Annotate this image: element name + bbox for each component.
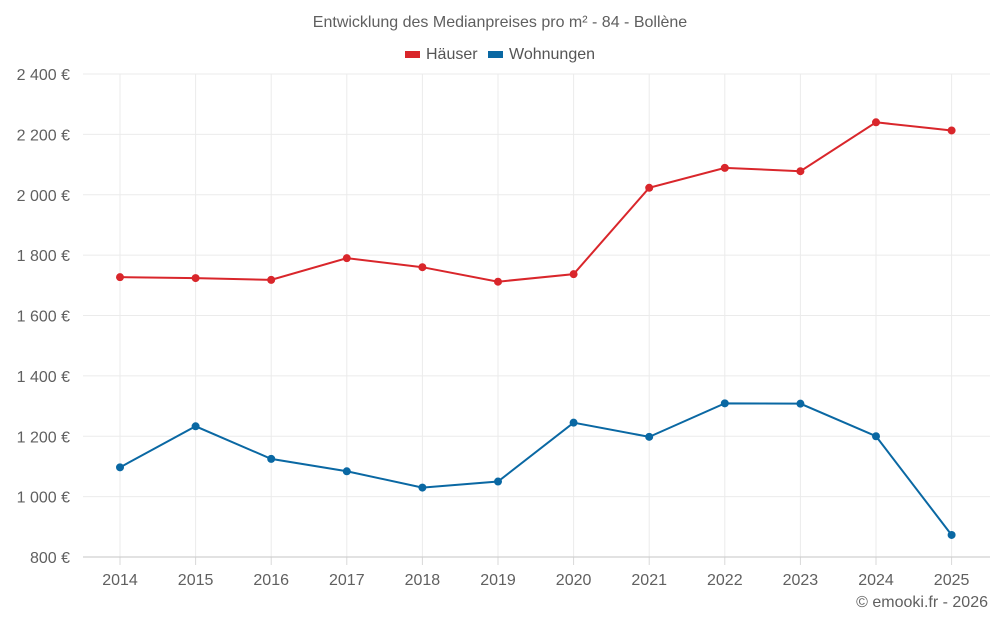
legend: Häuser Wohnungen: [0, 45, 1000, 64]
series-line-wohnungen: [119, 402, 953, 536]
legend-swatch-haeuser: [404, 51, 420, 58]
legend-label-wohnungen: Wohnungen: [509, 45, 596, 63]
data-point-wohnungen: [191, 422, 200, 431]
x-tick-label: 2016: [253, 572, 289, 589]
y-tick-label: 1 200 €: [17, 429, 70, 446]
data-point-haeuser: [342, 254, 351, 263]
y-tick-label: 1 600 €: [17, 309, 70, 326]
x-tick-label: 2017: [329, 572, 365, 589]
data-point-wohnungen: [116, 463, 124, 472]
data-point-haeuser: [720, 163, 729, 172]
x-tick-label: 2018: [405, 572, 441, 589]
y-tick-label: 2 400 €: [17, 67, 70, 84]
x-tick-label: 2015: [178, 572, 214, 589]
x-tick-label: 2021: [631, 572, 667, 589]
data-point-haeuser: [116, 273, 124, 282]
data-point-wohnungen: [947, 530, 956, 539]
series-line-haeuser: [119, 121, 952, 283]
data-point-haeuser: [872, 118, 880, 127]
data-point-wohnungen: [720, 399, 729, 408]
data-point-haeuser: [494, 277, 502, 286]
legend-swatch-wohnungen: [488, 51, 504, 58]
data-point-wohnungen: [569, 418, 578, 427]
x-tick-label: 2019: [480, 572, 516, 589]
copyright-credit: © emooki.fr - 2026: [856, 594, 988, 611]
data-point-haeuser: [645, 183, 654, 192]
legend-label-haeuser: Häuser: [425, 45, 478, 63]
chart-title: Entwicklung des Medianpreises pro m² - 8…: [312, 14, 688, 31]
y-tick-label: 1 800 €: [17, 248, 70, 265]
data-point-haeuser: [569, 270, 578, 279]
y-tick-label: 800 €: [30, 550, 70, 567]
y-tick-label: 2 200 €: [17, 127, 70, 144]
x-tick-label: 2020: [556, 572, 592, 589]
data-point-wohnungen: [796, 399, 805, 408]
data-point-wohnungen: [267, 454, 276, 463]
x-tick-label: 2023: [783, 572, 819, 589]
data-point-haeuser: [418, 263, 427, 272]
y-tick-label: 1 400 €: [17, 369, 70, 386]
data-point-haeuser: [947, 126, 956, 135]
data-point-wohnungen: [342, 467, 351, 476]
data-point-wohnungen: [418, 483, 427, 492]
data-point-haeuser: [267, 275, 276, 284]
y-tick-label: 1 000 €: [17, 490, 70, 507]
x-tick-label: 2025: [934, 572, 970, 589]
data-point-haeuser: [191, 274, 200, 283]
legend-item-wohnungen[interactable]: Wohnungen: [488, 46, 595, 64]
data-point-wohnungen: [872, 432, 880, 441]
y-tick-label: 2 000 €: [17, 188, 70, 205]
x-tick-label: 2014: [102, 572, 138, 589]
x-tick-label: 2024: [858, 572, 894, 589]
legend-item-haeuser[interactable]: Häuser: [404, 45, 478, 64]
data-point-wohnungen: [645, 432, 654, 441]
data-point-wohnungen: [494, 477, 502, 486]
x-tick-label: 2022: [707, 572, 743, 589]
data-point-haeuser: [796, 167, 805, 176]
